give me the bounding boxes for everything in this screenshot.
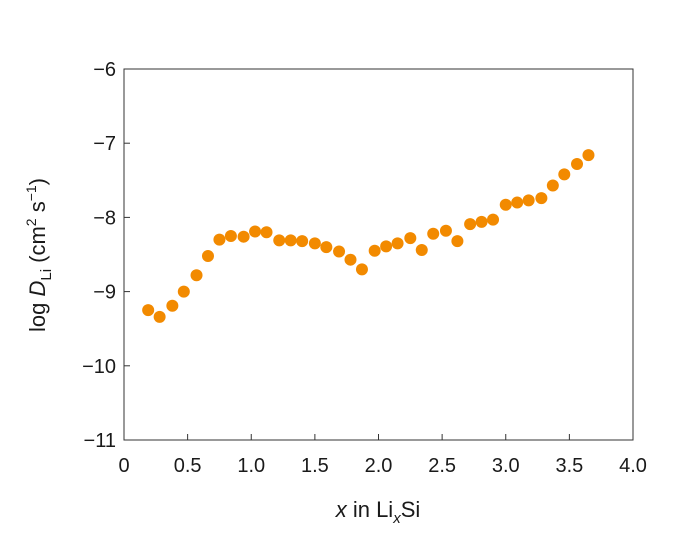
data-point — [224, 229, 237, 242]
data-point — [190, 269, 203, 282]
x-axis-title-middle: in Li — [347, 497, 393, 522]
data-point — [296, 235, 309, 248]
data-point — [582, 149, 595, 162]
y-tick-label: −7 — [93, 133, 116, 155]
data-point — [260, 226, 273, 239]
y-tick-label: −10 — [82, 356, 116, 378]
data-point — [249, 225, 262, 238]
x-tick-label: 0.5 — [174, 455, 202, 477]
data-point — [201, 249, 214, 262]
data-point — [237, 230, 250, 243]
data-point — [451, 235, 464, 248]
data-point — [344, 253, 357, 266]
data-point — [177, 285, 190, 298]
x-axis-ticks: 0 0.5 1.0 1.5 2.0 2.5 3.0 3.5 4.0 — [118, 434, 647, 477]
data-point — [166, 299, 179, 312]
data-point — [404, 232, 417, 245]
data-point — [213, 233, 226, 246]
data-points — [142, 149, 595, 323]
x-tick-label: 2.5 — [428, 455, 456, 477]
data-point — [487, 213, 500, 226]
data-point — [499, 198, 512, 211]
y-axis-title-subscript: Li — [38, 269, 55, 281]
data-point — [546, 179, 559, 192]
data-point — [284, 234, 297, 247]
x-axis-title-variable: x — [335, 497, 348, 522]
y-tick-label: −8 — [93, 207, 116, 229]
x-axis-title: x in LixSi — [335, 497, 421, 527]
data-point — [142, 304, 155, 317]
data-point — [439, 224, 452, 237]
y-axis-title-symbol: D — [25, 281, 50, 297]
data-point — [320, 241, 333, 254]
data-point — [368, 244, 381, 257]
x-tick-label: 1.5 — [301, 455, 329, 477]
y-axis-title-unit-superscript-2: −1 — [23, 185, 39, 201]
data-point — [391, 237, 404, 250]
y-tick-label: −11 — [84, 430, 116, 452]
y-axis-title: log DLi (cm2 s−1) — [23, 178, 55, 332]
data-point — [427, 227, 440, 240]
x-axis-title-subscript: x — [392, 510, 401, 527]
data-point — [511, 196, 524, 209]
y-tick-label: −6 — [93, 59, 116, 81]
x-tick-label: 4.0 — [619, 455, 647, 477]
x-tick-label: 1.0 — [237, 455, 265, 477]
y-axis-title-unit-open: (cm — [25, 226, 50, 269]
data-point — [475, 215, 488, 228]
data-point — [333, 245, 346, 258]
data-point — [415, 244, 428, 257]
x-tick-label: 0 — [118, 455, 129, 477]
data-point — [558, 168, 571, 181]
x-axis-title-suffix: Si — [401, 497, 421, 522]
y-tick-label: −9 — [93, 282, 116, 304]
data-point — [535, 192, 548, 205]
x-tick-label: 3.0 — [492, 455, 520, 477]
y-axis-title-unit-superscript-1: 2 — [23, 218, 39, 226]
data-point — [273, 234, 286, 247]
data-point — [464, 218, 477, 231]
x-tick-label: 3.5 — [555, 455, 583, 477]
data-point — [355, 263, 368, 276]
data-point — [522, 194, 535, 207]
data-point — [571, 157, 584, 170]
y-axis-title-unit-middle: s — [25, 201, 50, 218]
x-tick-label: 2.0 — [365, 455, 393, 477]
data-point — [153, 310, 166, 323]
y-axis-title-unit-close: ) — [25, 178, 50, 185]
data-point — [308, 237, 321, 250]
data-point — [380, 240, 393, 253]
y-axis-ticks: −6 −7 −8 −9 −10 −11 — [82, 59, 130, 452]
y-axis-title-prefix: log — [25, 297, 50, 332]
